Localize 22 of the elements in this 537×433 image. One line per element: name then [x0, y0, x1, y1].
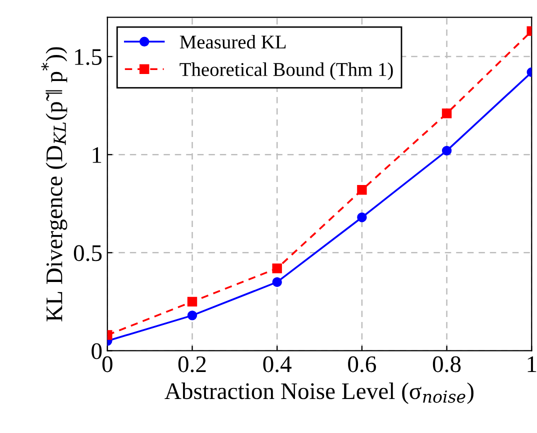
- point: [272, 263, 282, 274]
- y-tick-label: 0: [92, 343, 102, 360]
- y-tick-label: 1: [92, 147, 102, 163]
- point: [442, 146, 452, 156]
- point: [357, 212, 367, 222]
- point: [357, 185, 367, 195]
- y-axis-title: KL Divergence (D$_{KL}$(p̃ ‖ p$^{*}$)): [41, 47, 68, 322]
- legend-label: Measured KL: [180, 34, 286, 49]
- point: [187, 310, 198, 320]
- x-tick-label: 0.6: [348, 356, 376, 372]
- x-tick-label: 0: [102, 356, 112, 372]
- y-tick-label: 0.5: [74, 245, 102, 262]
- point: [272, 277, 282, 287]
- x-axis-title: Abstraction Noise Level (σ$_{noise}$): [164, 382, 474, 404]
- legend-label: Theoretical Bound (Thm 1): [180, 62, 393, 80]
- x-tick-label: 0.4: [263, 356, 292, 372]
- x-tick-label: 0.8: [432, 356, 461, 372]
- x-tick-label: 0.2: [178, 356, 206, 372]
- x-tick-label: 1: [528, 356, 536, 372]
- y-tick-label: 1.5: [75, 49, 102, 66]
- point: [187, 296, 198, 307]
- point: [442, 108, 452, 118]
